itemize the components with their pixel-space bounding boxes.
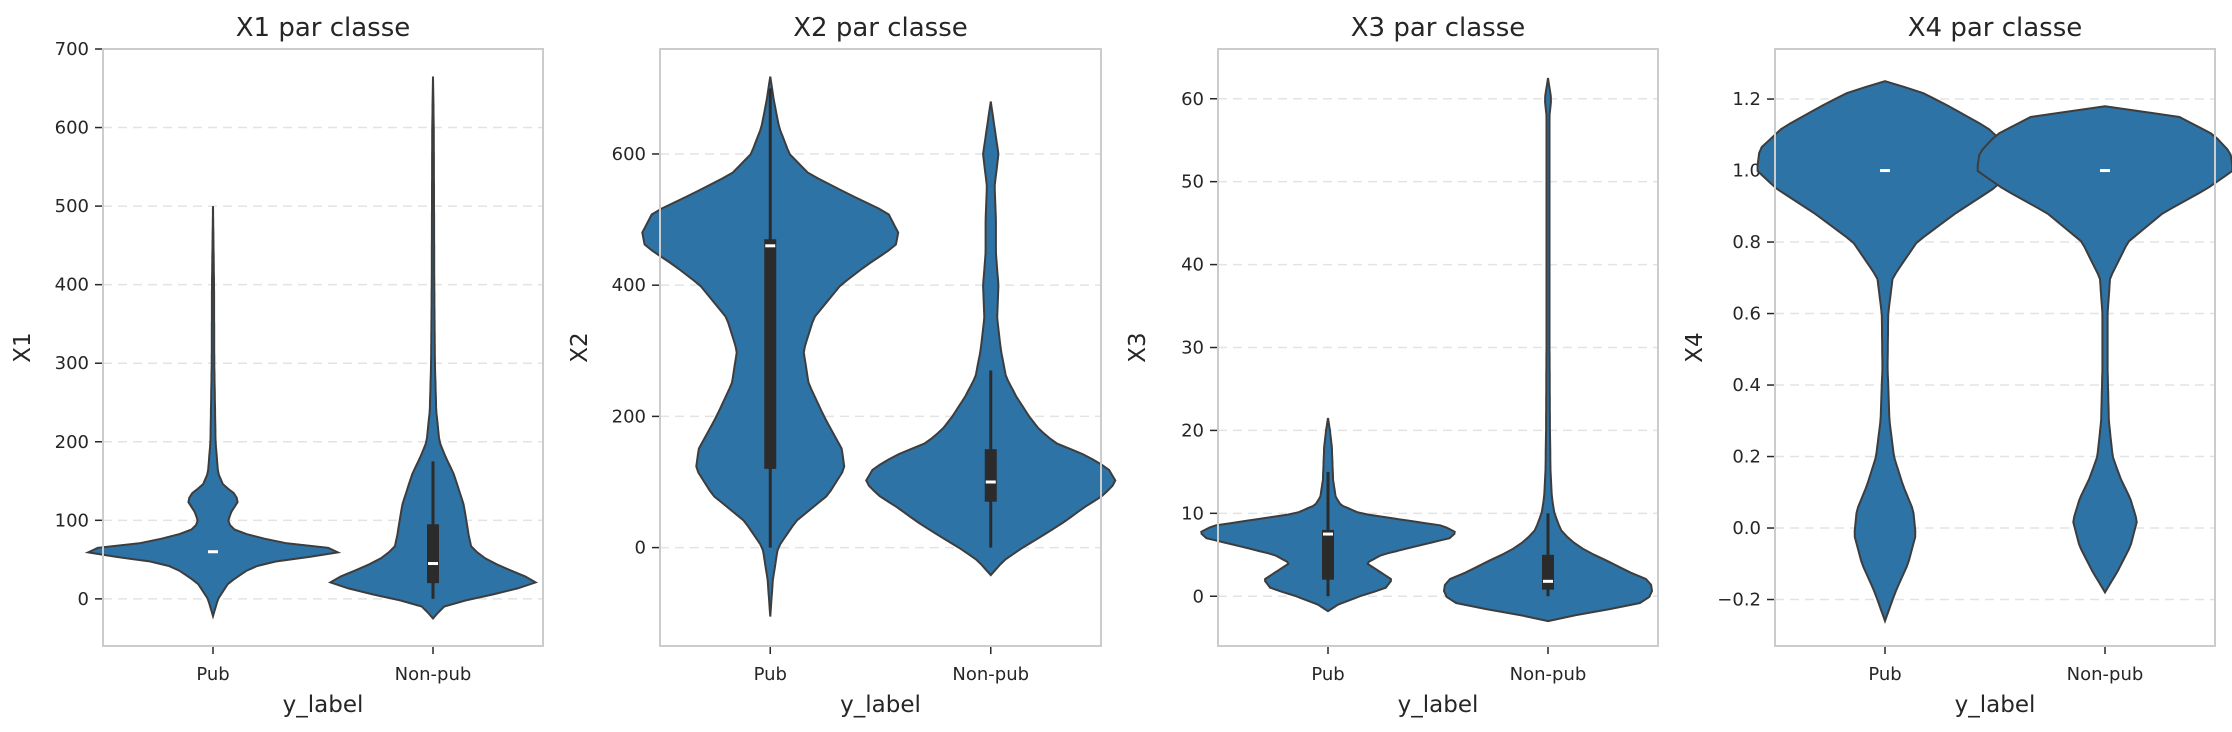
- y-tick-label: 400: [612, 275, 646, 296]
- median-marker: [765, 244, 776, 248]
- y-tick-label: 0.4: [1732, 375, 1761, 396]
- violin-non-pub: [1442, 77, 1654, 623]
- x-axis-label: y_label: [1398, 692, 1479, 718]
- plot-frame: [102, 48, 544, 647]
- x-tick-label: Non-pub: [952, 664, 1029, 685]
- y-tick-label: 0.8: [1732, 232, 1761, 253]
- y-tick-label: 40: [1181, 255, 1204, 276]
- chart-panel-4: −0.2 0.0 0.2 0.4 0.6 0.8 1.0 1.2 Pub Non-pub X4 pa…: [1682, 13, 2232, 718]
- median-marker: [1543, 579, 1553, 583]
- chart-panel-3: 0 10 20 30 40 50 60 Pub Non-pub X3 par classe y_la…: [1125, 13, 1659, 718]
- y-tick-label: 400: [55, 275, 89, 296]
- y-tick-label: 50: [1181, 172, 1204, 193]
- y-tick-label: 300: [55, 353, 89, 374]
- x-axis-label: y_label: [840, 692, 921, 718]
- y-tick-label: 1.0: [1732, 161, 1761, 182]
- y-tick-label: 600: [55, 118, 89, 139]
- violin-pub: [84, 206, 342, 620]
- plot-frame: [1217, 48, 1659, 647]
- iqr-box: [1322, 529, 1334, 580]
- iqr-box: [427, 524, 439, 584]
- y-tick-label: 20: [1181, 420, 1204, 441]
- y-tick-label: 10: [1181, 503, 1204, 524]
- plot-frame: [1774, 48, 2216, 647]
- y-tick-label: 700: [55, 39, 89, 60]
- chart-panel-1: 0 100 200 300 400 500 600 700 Pub Non-pub X1 par c…: [10, 13, 544, 718]
- x-tick-label: Non-pub: [395, 664, 472, 685]
- y-axis-label: X3: [1125, 332, 1151, 362]
- violin-pub: [1756, 80, 2014, 625]
- x-tick-label: Pub: [754, 664, 787, 685]
- chart-title: X3 par classe: [1351, 13, 1526, 43]
- x-tick-label: Non-pub: [1510, 664, 1587, 685]
- iqr-box: [1542, 554, 1554, 590]
- median-marker: [2100, 169, 2110, 173]
- chart-panel-2: 0 200 400 600 Pub Non-pub X2 par classe y_label…: [567, 13, 1117, 718]
- y-tick-label: 0.2: [1732, 447, 1761, 468]
- y-tick-label: 200: [612, 406, 646, 427]
- y-tick-label: 200: [55, 432, 89, 453]
- median-marker: [208, 550, 218, 554]
- y-tick-label: 100: [55, 510, 89, 531]
- y-tick-label: 30: [1181, 338, 1204, 359]
- iqr-box: [984, 449, 997, 502]
- y-tick-label: −0.2: [1717, 590, 1761, 611]
- y-axis-label: X4: [1682, 332, 1708, 362]
- y-axis-label: X1: [10, 332, 36, 362]
- y-tick-label: 600: [612, 144, 646, 165]
- iqr-box: [764, 239, 777, 469]
- y-tick-label: 60: [1181, 89, 1204, 110]
- x-tick-label: Pub: [196, 664, 229, 685]
- chart-title: X1 par classe: [236, 13, 411, 43]
- y-tick-label: 500: [55, 196, 89, 217]
- y-tick-label: 1.2: [1732, 89, 1761, 110]
- violin-non-pub: [1976, 105, 2232, 595]
- x-tick-label: Pub: [1868, 664, 1901, 685]
- y-tick-label: 0: [635, 538, 646, 559]
- x-tick-label: Non-pub: [2067, 664, 2144, 685]
- y-tick-label: 0: [1193, 586, 1204, 607]
- x-axis-label: y_label: [283, 692, 364, 718]
- median-marker: [428, 562, 438, 566]
- y-axis-label: X2: [567, 332, 593, 362]
- median-marker: [985, 480, 996, 484]
- y-tick-label: 0: [78, 589, 89, 610]
- chart-title: X2 par classe: [793, 13, 968, 43]
- violin-non-pub: [865, 101, 1117, 577]
- y-tick-label: 0.6: [1732, 304, 1761, 325]
- median-marker: [1323, 532, 1333, 536]
- x-tick-label: Pub: [1311, 664, 1344, 685]
- x-axis-label: y_label: [1955, 692, 2036, 718]
- chart-title: X4 par classe: [1908, 13, 2083, 43]
- y-tick-label: 0.0: [1732, 518, 1761, 539]
- median-marker: [1880, 169, 1890, 173]
- violin-non-pub: [327, 76, 539, 621]
- plot-frame: [659, 48, 1102, 647]
